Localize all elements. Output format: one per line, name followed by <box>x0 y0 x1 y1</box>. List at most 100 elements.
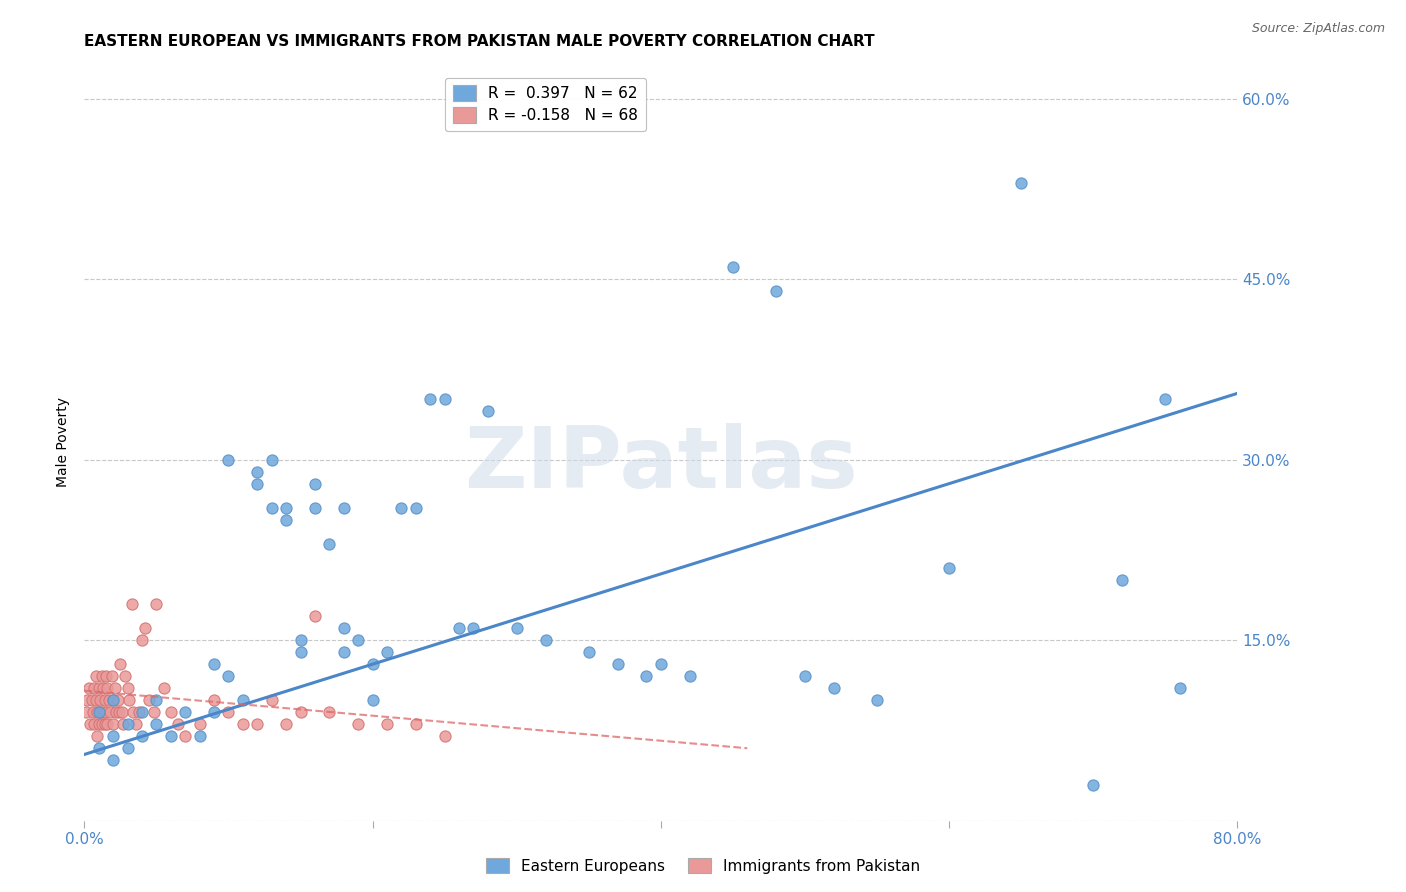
Point <box>202 706 225 720</box>
Point <box>103 730 124 744</box>
Point <box>89 693 111 707</box>
Point <box>721 260 744 274</box>
Point <box>128 706 150 720</box>
Point <box>463 621 485 635</box>
Point <box>131 730 153 744</box>
Point <box>304 500 326 515</box>
Point <box>433 730 456 744</box>
Text: EASTERN EUROPEAN VS IMMIGRANTS FROM PAKISTAN MALE POVERTY CORRELATION CHART: EASTERN EUROPEAN VS IMMIGRANTS FROM PAKI… <box>84 34 875 49</box>
Point <box>405 500 427 515</box>
Point <box>1111 573 1133 587</box>
Point <box>91 706 114 720</box>
Point <box>361 693 384 707</box>
Point <box>290 645 312 659</box>
Point <box>94 669 117 683</box>
Point <box>89 706 111 720</box>
Point <box>318 706 340 720</box>
Point <box>276 717 298 731</box>
Point <box>375 645 398 659</box>
Point <box>112 717 135 731</box>
Point <box>75 706 97 720</box>
Point <box>276 513 298 527</box>
Point <box>94 706 117 720</box>
Point <box>578 645 600 659</box>
Point <box>1083 778 1105 792</box>
Point <box>96 681 118 696</box>
Point <box>104 681 127 696</box>
Point <box>87 717 110 731</box>
Point <box>121 597 143 611</box>
Point <box>167 717 190 731</box>
Text: Source: ZipAtlas.com: Source: ZipAtlas.com <box>1251 22 1385 36</box>
Point <box>202 693 225 707</box>
Point <box>1168 681 1191 696</box>
Point <box>134 621 156 635</box>
Point <box>96 717 118 731</box>
Point <box>218 669 240 683</box>
Point <box>114 669 136 683</box>
Point <box>276 500 298 515</box>
Point <box>122 706 145 720</box>
Point <box>650 657 672 672</box>
Point <box>125 717 148 731</box>
Point <box>433 392 456 407</box>
Point <box>160 706 183 720</box>
Point <box>449 621 471 635</box>
Point <box>97 693 120 707</box>
Point <box>131 633 153 648</box>
Point <box>333 500 356 515</box>
Point <box>290 633 312 648</box>
Point <box>103 717 124 731</box>
Point <box>83 717 105 731</box>
Point <box>160 730 183 744</box>
Legend: R =  0.397   N = 62, R = -0.158   N = 68: R = 0.397 N = 62, R = -0.158 N = 68 <box>446 78 645 131</box>
Point <box>823 681 845 696</box>
Point <box>118 693 141 707</box>
Point <box>188 730 211 744</box>
Point <box>117 681 139 696</box>
Point <box>246 717 269 731</box>
Point <box>304 476 326 491</box>
Point <box>82 706 104 720</box>
Point <box>93 693 115 707</box>
Point <box>534 633 557 648</box>
Point <box>347 633 370 648</box>
Point <box>90 669 112 683</box>
Point <box>333 621 356 635</box>
Point <box>232 717 254 731</box>
Point <box>218 706 240 720</box>
Point <box>347 717 370 731</box>
Point <box>91 681 114 696</box>
Y-axis label: Male Poverty: Male Poverty <box>56 397 70 486</box>
Point <box>477 404 499 418</box>
Point <box>98 706 121 720</box>
Point <box>246 465 269 479</box>
Point <box>111 706 134 720</box>
Point <box>679 669 702 683</box>
Point <box>142 706 165 720</box>
Point <box>138 693 160 707</box>
Point <box>117 717 139 731</box>
Point <box>117 741 139 756</box>
Point <box>145 717 167 731</box>
Point <box>76 693 98 707</box>
Point <box>188 717 211 731</box>
Point <box>174 706 197 720</box>
Point <box>260 500 283 515</box>
Point <box>232 693 254 707</box>
Point <box>304 609 326 624</box>
Point <box>333 645 356 659</box>
Point <box>866 693 889 707</box>
Point <box>103 754 124 768</box>
Point <box>87 681 110 696</box>
Point <box>105 706 128 720</box>
Point <box>131 706 153 720</box>
Point <box>318 537 340 551</box>
Point <box>80 693 103 707</box>
Point <box>260 693 283 707</box>
Point <box>506 621 529 635</box>
Point <box>86 706 108 720</box>
Point <box>100 669 122 683</box>
Point <box>145 597 167 611</box>
Point <box>361 657 384 672</box>
